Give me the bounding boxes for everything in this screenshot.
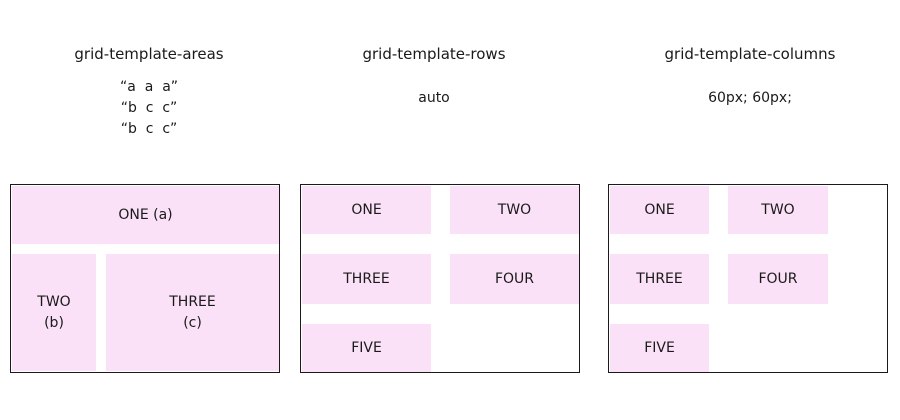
cell-three-c-line-2: (c) <box>183 314 202 331</box>
rows-cell-three-label: THREE <box>343 270 390 287</box>
panel-rows-title: grid-template-rows <box>362 45 506 63</box>
panel-rows-value: auto <box>418 90 450 106</box>
cell-one-a: ONE (a) <box>12 186 279 244</box>
panel-columns-title: grid-template-columns <box>664 45 836 63</box>
areas-line-3: “b c c” <box>120 121 178 137</box>
rows-cell-four: FOUR <box>450 254 579 304</box>
panel-columns-grid: ONE TWO THREE FOUR FIVE <box>608 184 888 373</box>
panel-columns-value: 60px; 60px; <box>708 90 792 106</box>
rows-cell-one: ONE <box>302 186 431 234</box>
columns-cell-one: ONE <box>610 186 709 234</box>
cell-three-c: THREE (c) <box>106 254 279 371</box>
columns-cell-three: THREE <box>610 254 709 304</box>
cell-one-a-label: ONE (a) <box>118 206 173 223</box>
columns-cell-two-label: TWO <box>761 201 795 218</box>
cell-three-c-line-1: THREE <box>169 293 216 310</box>
rows-cell-two-label: TWO <box>497 201 532 218</box>
cell-two-b-line-2: (b) <box>44 314 64 331</box>
cell-two-b: TWO (b) <box>12 254 96 371</box>
columns-cell-five-label: FIVE <box>644 339 675 356</box>
panel-areas-grid: ONE (a) TWO (b) THREE (c) <box>10 184 280 373</box>
rows-cell-five-label: FIVE <box>351 339 382 356</box>
columns-cell-four: FOUR <box>728 254 828 304</box>
rows-cell-three: THREE <box>302 254 431 304</box>
columns-cell-two: TWO <box>728 186 828 234</box>
columns-cell-five: FIVE <box>610 324 709 372</box>
columns-cell-four-label: FOUR <box>758 270 798 287</box>
rows-cell-two: TWO <box>450 186 579 234</box>
areas-line-1: “a a a” <box>119 79 179 95</box>
panel-areas-value: “a a a” “b c c” “b c c” <box>120 77 178 140</box>
rows-cell-five: FIVE <box>302 324 431 372</box>
panel-areas-title: grid-template-areas <box>74 45 224 63</box>
areas-line-2: “b c c” <box>120 100 178 116</box>
rows-cell-one-label: ONE <box>351 201 382 218</box>
columns-cell-one-label: ONE <box>644 201 675 218</box>
rows-cell-four-label: FOUR <box>494 270 535 287</box>
panel-rows-grid: ONE TWO THREE FOUR FIVE <box>300 184 580 373</box>
columns-cell-three-label: THREE <box>636 270 683 287</box>
cell-two-b-line-1: TWO <box>37 293 71 310</box>
